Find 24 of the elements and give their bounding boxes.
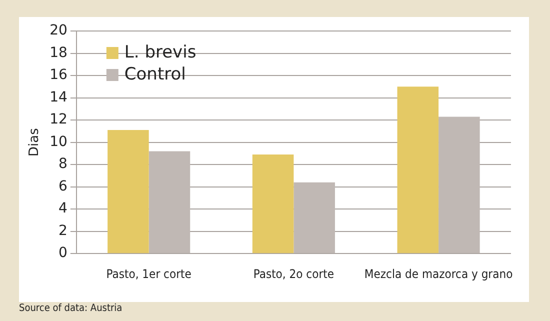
bar — [438, 116, 480, 254]
y-tick-label: 6 — [58, 178, 68, 194]
y-tick-label: 16 — [50, 67, 68, 84]
y-tick-label: 4 — [58, 200, 68, 217]
y-tick-label: 2 — [58, 222, 68, 239]
bar — [148, 151, 190, 254]
y-tick-label: 14 — [50, 89, 68, 106]
source-note: Source of data: Austria — [19, 303, 122, 314]
y-tick-label: 0 — [58, 245, 68, 262]
y-tick-label: 12 — [50, 112, 68, 128]
y-tick-label: 18 — [50, 44, 68, 61]
bar — [252, 154, 294, 254]
y-tick-label: 8 — [58, 156, 68, 172]
y-tick-label: 10 — [50, 134, 68, 150]
bar — [108, 130, 149, 254]
x-tick-label: Mezcla de mazorca y grano — [364, 266, 514, 281]
legend-label: Control — [124, 64, 186, 84]
legend-label: L. brevis — [124, 42, 196, 62]
y-axis-title: Dias — [27, 128, 42, 156]
bar — [294, 182, 335, 254]
x-tick-label: Pasto, 1er corte — [106, 266, 192, 281]
bar — [397, 86, 439, 254]
x-tick-label: Pasto, 2o corte — [253, 266, 334, 281]
y-tick-label: 20 — [50, 22, 68, 39]
